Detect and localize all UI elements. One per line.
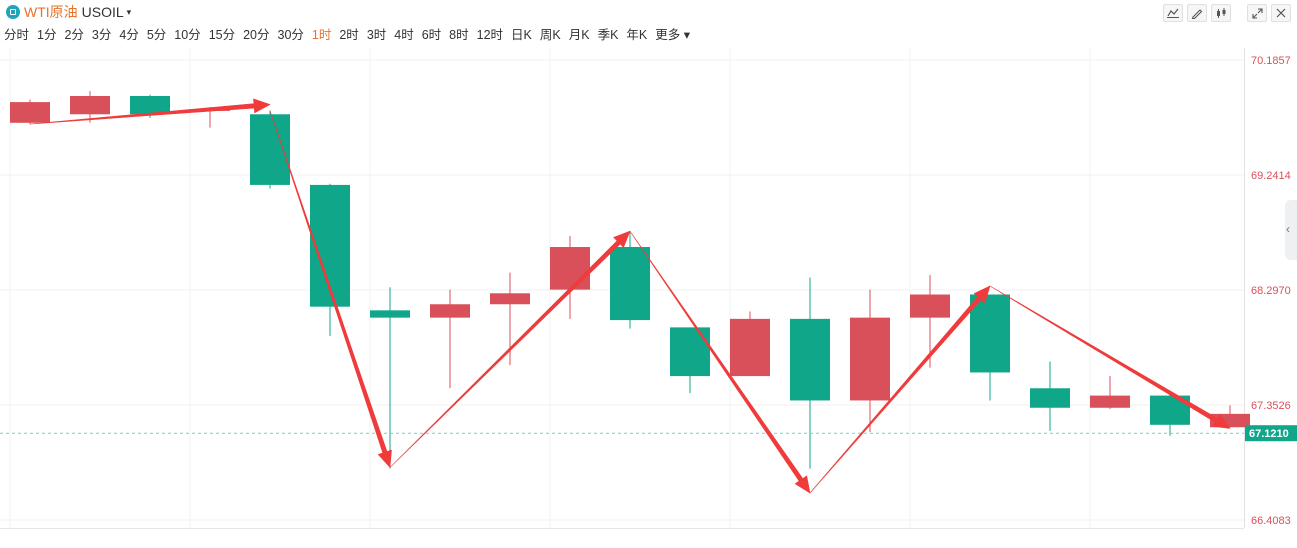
timeframe-9[interactable]: 30分 — [277, 28, 304, 42]
candle-body — [10, 102, 50, 123]
candle-body — [790, 318, 830, 401]
symbol-logo-icon — [6, 5, 20, 19]
side-panel-toggle[interactable]: ‹ — [1285, 200, 1297, 260]
trend-arrow-3 — [629, 230, 811, 494]
symbol-selector[interactable]: WTI原油 USOIL ▾ — [6, 3, 131, 21]
timeframe-17[interactable]: 日K — [511, 28, 532, 42]
candle-body — [910, 294, 950, 318]
candle-body — [970, 294, 1010, 373]
timeframe-11[interactable]: 2时 — [339, 28, 359, 42]
timeframe-12[interactable]: 3时 — [366, 28, 387, 42]
close-icon[interactable] — [1271, 4, 1291, 22]
timeframe-15[interactable]: 8时 — [449, 28, 469, 42]
timeframe-3[interactable]: 3分 — [91, 28, 112, 42]
draw-line-icon[interactable] — [1163, 4, 1183, 22]
timeframe-bar: 分时 1分 2分 3分 4分 5分 10分 15分 20分 30分 1时 2时 3时 4时 6时 8时 12时日… — [0, 26, 694, 44]
trend-arrow-1 — [269, 110, 392, 468]
toolbar — [1163, 4, 1291, 22]
expand-icon[interactable] — [1247, 4, 1267, 22]
y-tick-label: 68.2970 — [1251, 285, 1291, 297]
candle-body — [1030, 388, 1070, 408]
timeframe-19[interactable]: 月K — [568, 28, 590, 42]
chart-header: WTI原油 USOIL ▾ — [0, 0, 1297, 24]
timeframe-18[interactable]: 周K — [539, 28, 561, 42]
candle-body — [1090, 395, 1130, 408]
pencil-icon[interactable] — [1187, 4, 1207, 22]
candle-body — [850, 317, 890, 401]
y-tick-label: 67.3526 — [1251, 400, 1291, 412]
candle-type-icon[interactable] — [1211, 4, 1231, 22]
timeframe-10[interactable]: 1时 — [311, 28, 332, 42]
timeframe-0[interactable]: 分时 — [4, 28, 30, 42]
current-price-tag — [1245, 425, 1297, 442]
timeframe-4[interactable]: 4分 — [119, 28, 139, 42]
candle-body — [670, 327, 710, 377]
symbol-code: USOIL — [81, 4, 124, 20]
current-price-label: 67.1210 — [1249, 428, 1289, 440]
timeframe-7[interactable]: 15分 — [208, 28, 236, 42]
timeframe-20[interactable]: 季K — [597, 28, 619, 42]
timeframe-8[interactable]: 20分 — [243, 28, 270, 42]
timeframe-14[interactable]: 6时 — [421, 28, 442, 42]
y-tick-label: 69.2414 — [1251, 170, 1291, 182]
timeframe-21[interactable]: 年K — [626, 28, 648, 42]
candle-body — [130, 96, 170, 115]
timeframe-1[interactable]: 1分 — [37, 28, 57, 42]
candle-body — [70, 96, 110, 115]
candle-body — [730, 318, 770, 377]
timeframe-5[interactable]: 5分 — [146, 28, 167, 42]
timeframe-16[interactable]: 12时 — [476, 28, 504, 42]
candle-body — [550, 247, 590, 290]
y-tick-label: 70.1857 — [1251, 55, 1291, 67]
chevron-down-icon: ▾ — [126, 6, 132, 17]
timeframe-22[interactable]: 更多 ▾ — [655, 28, 690, 42]
timeframe-6[interactable]: 10分 — [174, 28, 201, 42]
chevron-left-icon: ‹ — [1286, 222, 1290, 236]
candle-body — [610, 247, 650, 321]
trend-arrow-2 — [389, 230, 631, 468]
trend-arrow-0 — [29, 98, 271, 125]
candle-body — [250, 114, 290, 185]
trend-arrow-4 — [809, 285, 991, 494]
candle-body — [490, 293, 530, 305]
candle-body — [370, 310, 410, 318]
symbol-name: WTI原油 — [24, 4, 78, 20]
candle-body — [430, 304, 470, 318]
timeframe-2[interactable]: 2分 — [64, 28, 84, 42]
trend-arrow-5 — [989, 285, 1231, 429]
timeframe-13[interactable]: 4时 — [394, 28, 414, 42]
y-tick-label: 66.4083 — [1251, 515, 1291, 527]
